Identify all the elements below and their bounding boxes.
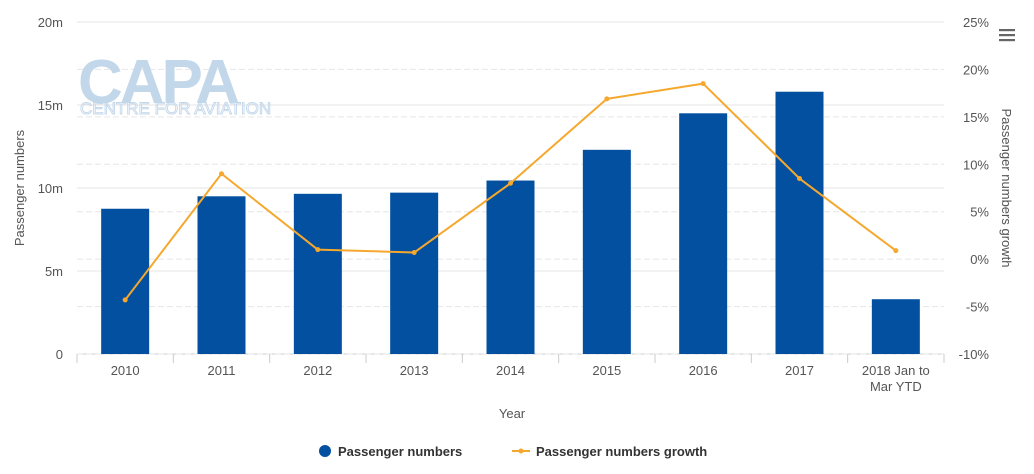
hamburger-menu-icon[interactable] — [998, 26, 1016, 42]
line-series — [122, 81, 899, 303]
bar-2018 — [871, 299, 920, 354]
growth-point-2014 — [508, 180, 513, 186]
bar-2015 — [582, 149, 631, 354]
growth-point-2013 — [411, 250, 417, 256]
y-axis-title: Passenger numbers — [12, 129, 27, 246]
watermark: CAPA CENTRE FOR AVIATION — [78, 48, 272, 118]
y-tick-label: 5m — [45, 264, 63, 279]
y-axis-left: 0 5m 10m 15m 20m — [38, 15, 63, 362]
y-tick-label: 10m — [38, 181, 63, 196]
legend: Passenger numbers Passenger numbers grow… — [319, 444, 707, 459]
legend-item-passenger-numbers-growth[interactable]: Passenger numbers growth — [512, 444, 707, 459]
growth-point-2016 — [700, 81, 706, 87]
growth-point-2011 — [219, 171, 224, 177]
y-tick-label: 15m — [38, 98, 63, 113]
y2-tick-label: 10% — [963, 157, 989, 172]
bar-2016 — [679, 113, 728, 354]
x-tick-label: 2014 — [496, 363, 525, 378]
y2-tick-label: -10% — [959, 347, 990, 362]
legend-label-passenger-numbers-growth: Passenger numbers growth — [536, 444, 707, 459]
y2-axis-title: Passenger numbers growth — [999, 109, 1014, 268]
x-tick-label: 2016 — [689, 363, 718, 378]
bar-2010 — [101, 208, 150, 354]
x-tick-label: 2013 — [400, 363, 429, 378]
y2-tick-label: 20% — [963, 62, 989, 77]
x-tick-label: 2015 — [592, 363, 621, 378]
legend-bar-swatch — [319, 445, 331, 457]
x-tick-label: 2017 — [785, 363, 814, 378]
bar-2014 — [486, 180, 535, 354]
legend-item-passenger-numbers[interactable]: Passenger numbers — [319, 444, 462, 459]
y-axis-right: -10% -5% 0% 5% 10% 15% 20% 25% — [959, 15, 990, 362]
x-axis-title: Year — [499, 406, 526, 421]
watermark-tagline: CENTRE FOR AVIATION — [80, 99, 271, 118]
legend-label-passenger-numbers: Passenger numbers — [338, 444, 462, 459]
bar-series — [101, 91, 920, 354]
growth-point-2018 — [893, 248, 899, 254]
y2-tick-label: 25% — [963, 15, 989, 30]
bar-2017 — [775, 91, 824, 354]
y2-tick-label: -5% — [966, 300, 990, 315]
y2-tick-label: 5% — [970, 205, 989, 220]
bar-2011 — [197, 196, 246, 354]
legend-line-marker — [518, 448, 524, 454]
growth-point-2012 — [315, 247, 321, 253]
watermark-brand: CAPA — [78, 48, 239, 117]
x-axis: 2010 2011 2012 2013 2014 2015 2016 2017 2018 Jan… — [76, 354, 945, 394]
y-tick-label: 20m — [38, 15, 63, 30]
x-tick-label: 2018 Jan to Mar YTD — [862, 363, 930, 394]
bar-2012 — [293, 193, 342, 354]
x-tick-label: 2012 — [303, 363, 332, 378]
growth-point-2010 — [122, 297, 128, 303]
y-tick-label: 0 — [56, 347, 63, 362]
bar-2013 — [390, 192, 439, 354]
growth-point-2017 — [797, 176, 802, 182]
y2-tick-label: 15% — [963, 110, 989, 125]
x-tick-label: 2011 — [208, 363, 236, 378]
growth-point-2015 — [604, 96, 610, 102]
y2-tick-label: 0% — [970, 252, 989, 267]
x-tick-label: 2010 — [111, 363, 140, 378]
